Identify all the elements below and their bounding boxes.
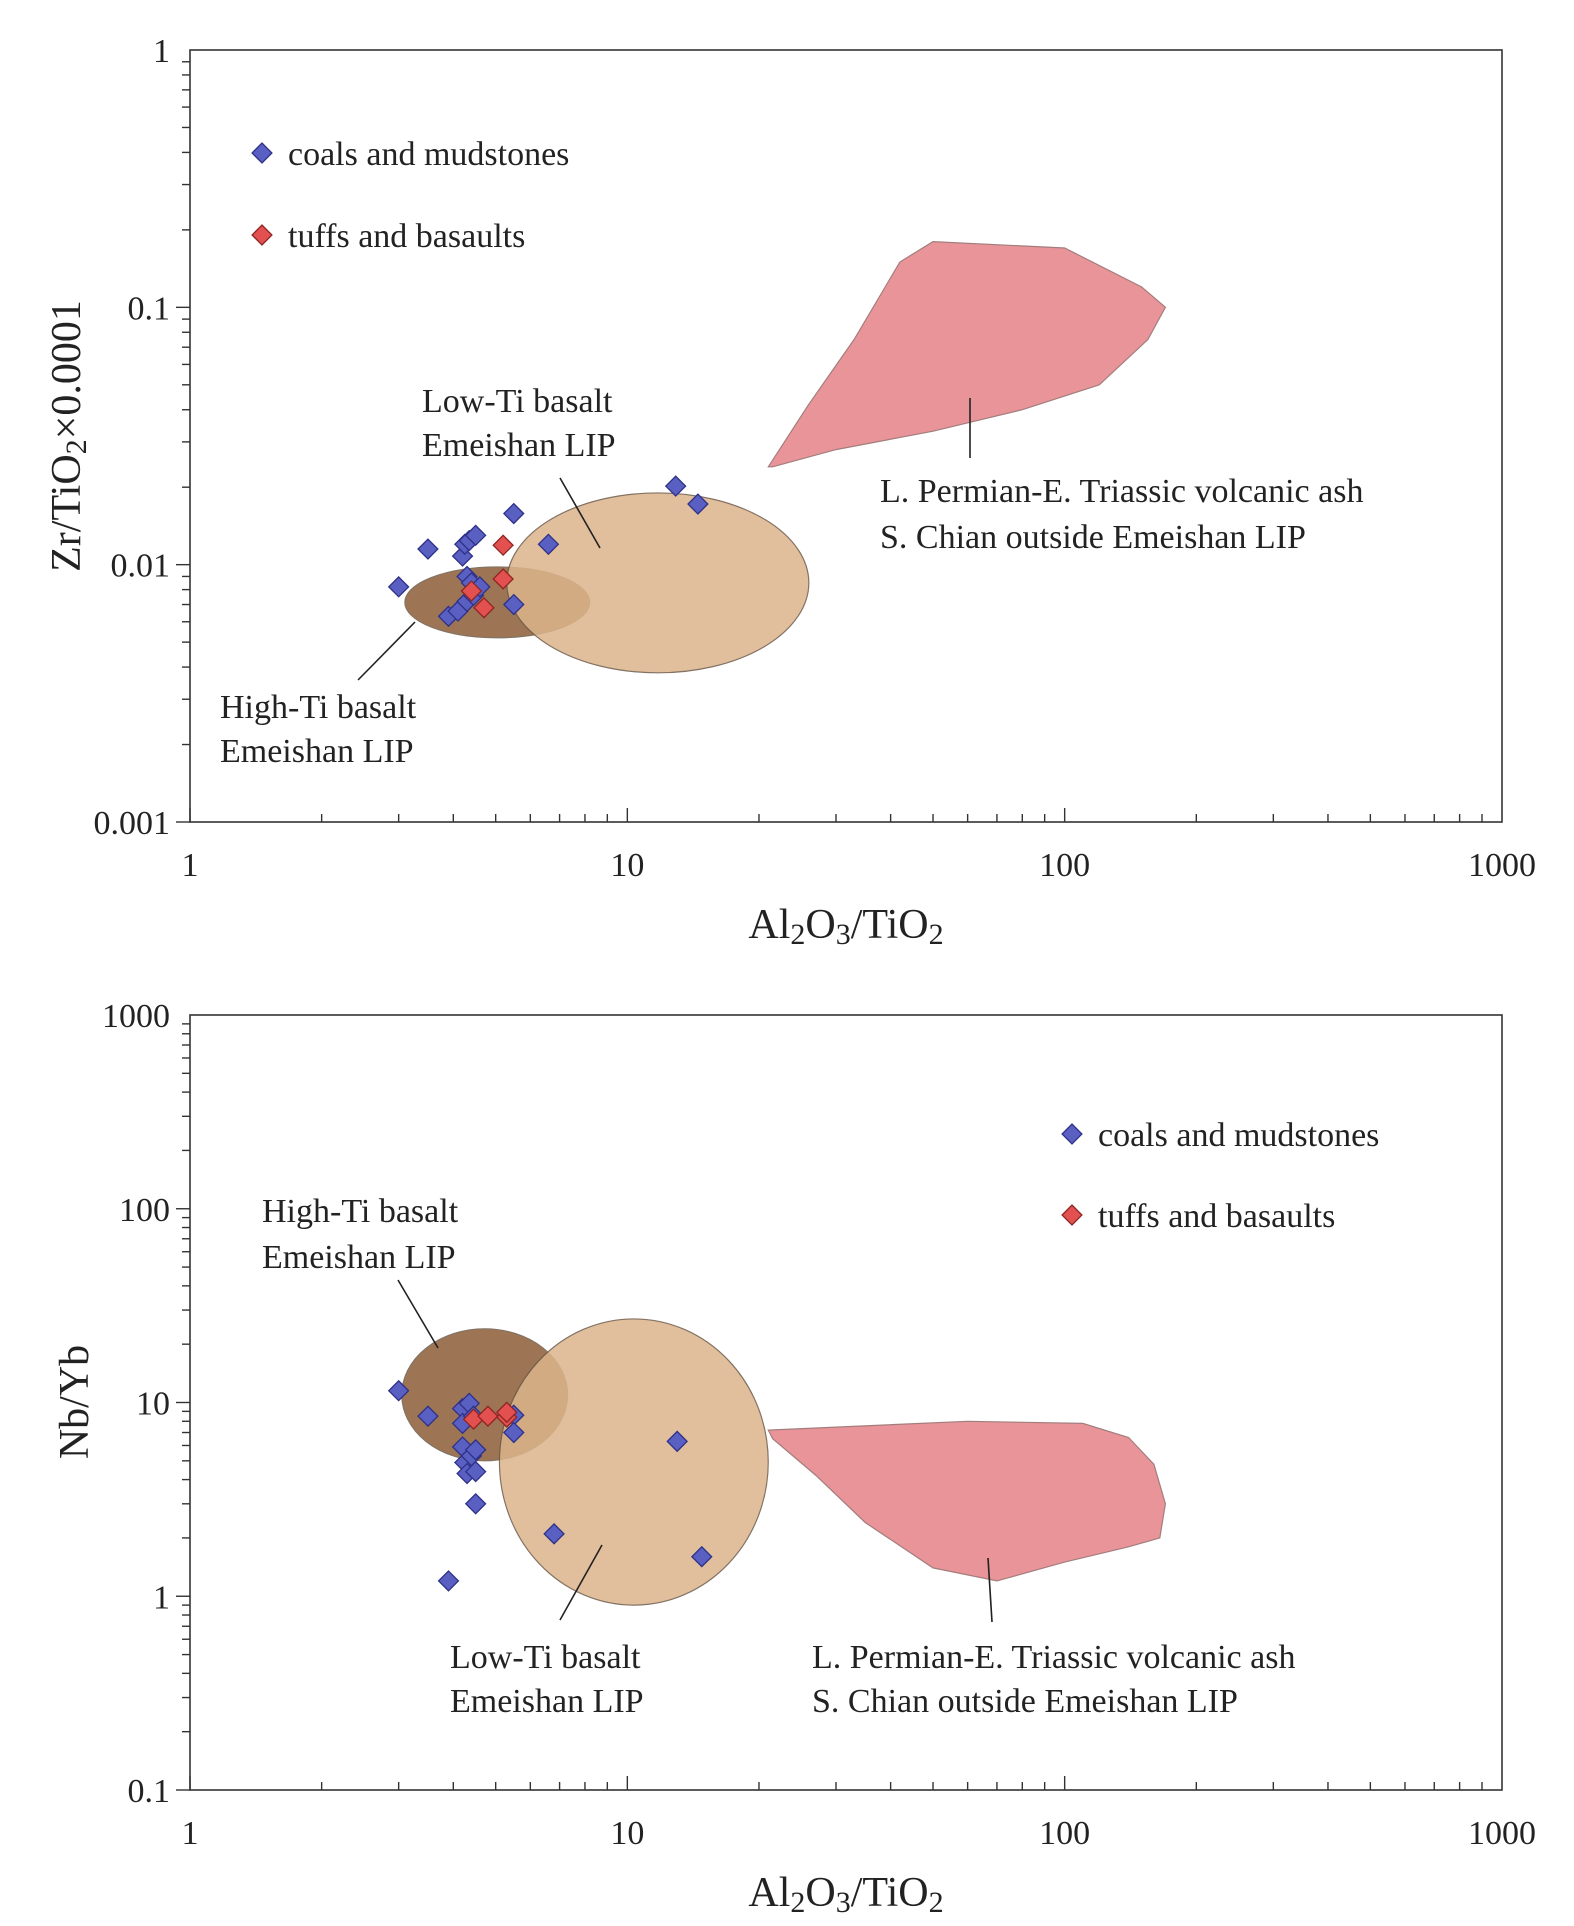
tuff-basalt-point <box>495 1401 518 1424</box>
y-tick-label: 0.1 <box>128 1773 171 1810</box>
y-tick-label: 100 <box>119 1192 170 1229</box>
legend-marker-tuffs <box>1061 1204 1083 1226</box>
coal-mudstone-point <box>502 593 525 616</box>
low-ti-leader <box>559 477 601 549</box>
y-axis-title: Zr/TiO2×0.0001 <box>44 300 93 572</box>
y-tick-label: 0.001 <box>94 805 171 842</box>
leader-lines <box>357 398 971 681</box>
leader-lines <box>397 1279 993 1623</box>
volcanic-ash-region <box>767 1420 1167 1582</box>
coal-mudstone-point <box>664 475 687 497</box>
legend: coals and mudstones tuffs and basaults <box>251 136 569 255</box>
coal-mudstone-point <box>543 1523 565 1545</box>
x-axis-title: Al2O3/TiO2 <box>748 902 943 951</box>
region-label-high-ti-2: Emeishan LIP <box>262 1239 456 1276</box>
tuff-basalt-point <box>477 1405 499 1427</box>
tuff-basalt-point <box>462 1408 485 1431</box>
x-tick-label: 100 <box>1039 1815 1090 1852</box>
region-label-high-ti-2: Emeishan LIP <box>220 733 414 770</box>
low-ti-basalt-region <box>498 1318 769 1606</box>
legend-marker-coals <box>251 142 273 164</box>
coal-mudstone-point <box>417 538 439 560</box>
axis-ticks: 1 10 100 1000 0.1 1 10 100 1000 <box>102 998 1536 1852</box>
legend: coals and mudstones tuffs and basaults <box>1061 1117 1379 1235</box>
low-ti-basalt-region <box>506 492 810 674</box>
region-label-low-ti-1: Low-Ti basalt <box>422 383 613 420</box>
region-label-high-ti-1: High-Ti basalt <box>220 689 417 726</box>
region-label-ash-2: S. Chian outside Emeishan LIP <box>880 519 1306 556</box>
coal-mudstone-point <box>417 1405 439 1427</box>
low-ti-leader <box>559 1544 603 1621</box>
legend-label-coals: coals and mudstones <box>288 136 569 173</box>
data-points <box>387 475 709 628</box>
coal-mudstone-point <box>502 502 525 525</box>
coal-mudstone-point <box>387 1379 410 1402</box>
region-label-ash-1: L. Permian-E. Triassic volcanic ash <box>880 473 1363 510</box>
legend-label-tuffs: tuffs and basaults <box>1098 1198 1335 1235</box>
region-label-low-ti-2: Emeishan LIP <box>450 1683 644 1720</box>
region-label-ash-1: L. Permian-E. Triassic volcanic ash <box>812 1639 1295 1676</box>
tuff-basalt-point <box>492 568 514 590</box>
nb-yb-panel: 1 10 100 1000 0.1 1 10 100 1000 coals and mudsto… <box>52 998 1536 1919</box>
region-label-low-ti-1: Low-Ti basalt <box>450 1639 641 1676</box>
x-tick-label: 1 <box>182 1815 199 1852</box>
x-tick-label: 100 <box>1039 847 1090 884</box>
field-regions <box>404 240 1167 674</box>
high-ti-leader <box>357 621 416 681</box>
coal-mudstone-point <box>437 1570 460 1592</box>
tuff-basalt-point <box>492 534 514 557</box>
coal-mudstone-point <box>464 1460 487 1483</box>
y-tick-label: 0.01 <box>111 548 171 585</box>
region-label-high-ti-1: High-Ti basalt <box>262 1193 459 1230</box>
region-label-low-ti-2: Emeishan LIP <box>422 427 616 464</box>
coal-mudstone-point <box>502 1421 525 1444</box>
legend-marker-tuffs <box>251 224 273 246</box>
volcanic-ash-leader <box>987 1557 993 1623</box>
legend-label-coals: coals and mudstones <box>1098 1117 1379 1154</box>
y-axis-title: Nb/Yb <box>52 1345 98 1459</box>
volcanic-ash-region <box>767 240 1167 468</box>
x-tick-label: 1000 <box>1468 847 1536 884</box>
data-points <box>387 1379 713 1592</box>
y-tick-label: 1 <box>153 1579 170 1616</box>
y-tick-label: 0.1 <box>128 290 171 327</box>
axis-ticks: 1 10 100 1000 0.001 0.01 0.1 1 <box>94 33 1537 884</box>
plot-frame <box>189 49 1503 823</box>
coal-mudstone-point <box>464 524 487 547</box>
coal-mudstone-point <box>666 1430 688 1453</box>
x-tick-label: 1 <box>182 847 199 884</box>
coal-mudstone-point <box>387 576 410 598</box>
tuff-basalt-point <box>473 596 495 619</box>
coal-mudstone-point <box>687 493 709 515</box>
y-tick-label: 1 <box>153 33 170 70</box>
coal-mudstone-point <box>537 533 560 556</box>
y-tick-label: 10 <box>136 1386 170 1423</box>
legend-label-tuffs: tuffs and basaults <box>288 218 525 255</box>
zr-tio2-panel: 1 10 100 1000 0.001 0.01 0.1 1 coals and mudsto… <box>44 33 1536 951</box>
field-regions <box>401 1318 1167 1606</box>
coal-mudstone-point <box>464 1438 487 1461</box>
tuff-basalt-point <box>460 580 483 602</box>
y-tick-label: 1000 <box>102 998 170 1035</box>
region-label-ash-2: S. Chian outside Emeishan LIP <box>812 1683 1238 1720</box>
x-tick-label: 1000 <box>1468 1815 1536 1852</box>
high-ti-leader <box>397 1279 439 1349</box>
coal-mudstone-point <box>690 1545 713 1568</box>
x-tick-label: 10 <box>610 1815 644 1852</box>
coal-mudstone-point <box>464 1492 487 1515</box>
legend-marker-coals <box>1061 1123 1083 1145</box>
x-tick-label: 10 <box>610 847 644 884</box>
x-axis-title: Al2O3/TiO2 <box>748 1870 943 1919</box>
